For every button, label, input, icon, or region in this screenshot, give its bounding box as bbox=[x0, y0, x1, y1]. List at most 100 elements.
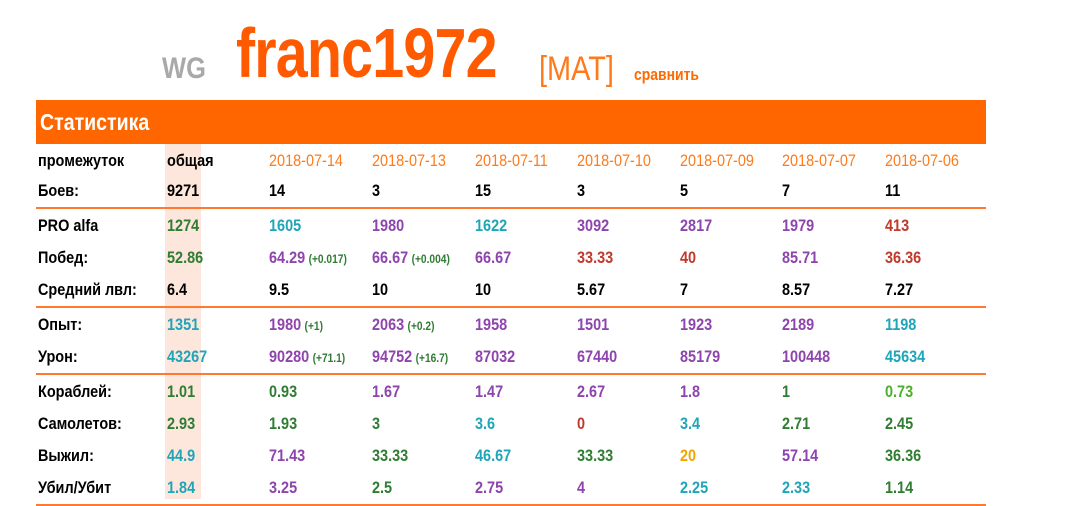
compare-link[interactable]: сравнить bbox=[634, 65, 699, 84]
stat-value: 90280 (+71.1) bbox=[269, 347, 346, 366]
stat-value: 3.25 bbox=[269, 478, 298, 497]
stat-value: 8.57 bbox=[782, 280, 811, 299]
stat-value: 44.9 bbox=[167, 446, 196, 465]
stat-value: 1351 bbox=[167, 315, 200, 334]
stat-row: Опыт: 1351 1980 (+1) 2063 (+0.2) 1958 1501 1923 2… bbox=[36, 312, 986, 338]
stat-value: 1.8 bbox=[680, 382, 701, 401]
stat-value: 1980 (+1) bbox=[269, 315, 323, 334]
stat-value: 45634 bbox=[885, 347, 926, 366]
row-label: Боев: bbox=[38, 181, 79, 200]
section-divider bbox=[36, 306, 986, 308]
column-date: 2018-07-06 bbox=[885, 151, 959, 170]
row-label: PRO alfa bbox=[38, 216, 99, 235]
stat-value: 64.29 (+0.017) bbox=[269, 248, 347, 267]
stat-value: 7.27 bbox=[885, 280, 914, 299]
stat-value: 2.93 bbox=[167, 414, 196, 433]
stat-value: 7 bbox=[680, 280, 689, 299]
stat-row: Самолетов: 2.93 1.93 3 3.6 0 3.4 2.71 2.45 bbox=[36, 411, 986, 437]
stat-row: Убил/Убит 1.84 3.25 2.5 2.75 4 2.25 2.33 1.14 bbox=[36, 475, 986, 501]
stat-value: 2.71 bbox=[782, 414, 811, 433]
stat-value: 33.33 bbox=[372, 446, 409, 465]
row-label: Самолетов: bbox=[38, 414, 122, 433]
column-date: 2018-07-09 bbox=[680, 151, 754, 170]
stat-value: 5.67 bbox=[577, 280, 606, 299]
stat-row: Выжил: 44.9 71.43 33.33 46.67 33.33 20 57.14 36.… bbox=[36, 443, 986, 469]
column-header-row: промежуток общая 2018-07-14 2018-07-13 2018-… bbox=[36, 148, 986, 174]
stat-value: 3 bbox=[372, 414, 381, 433]
stat-value: 1958 bbox=[475, 315, 508, 334]
player-nickname: franc1972 bbox=[236, 14, 498, 92]
stat-value: 1501 bbox=[577, 315, 610, 334]
server-label: WG bbox=[162, 52, 206, 85]
stat-value: 52.86 bbox=[167, 248, 204, 267]
column-date: 2018-07-11 bbox=[475, 151, 548, 170]
stats-title-bar: Статистика bbox=[36, 100, 986, 144]
stat-value: 9.5 bbox=[269, 280, 290, 299]
stat-value: 1622 bbox=[475, 216, 508, 235]
stat-value: 2.25 bbox=[680, 478, 709, 497]
stat-value: 1979 bbox=[782, 216, 815, 235]
stat-value: 85.71 bbox=[782, 248, 819, 267]
stat-value: 1274 bbox=[167, 216, 200, 235]
stat-value: 2.75 bbox=[475, 478, 504, 497]
battles-value: 3 bbox=[372, 181, 381, 200]
column-date: 2018-07-13 bbox=[372, 151, 446, 170]
stat-row: Урон: 43267 90280 (+71.1) 94752 (+16.7) 87032 6… bbox=[36, 344, 986, 370]
stat-value: 4 bbox=[577, 478, 586, 497]
column-date: 2018-07-10 bbox=[577, 151, 651, 170]
stat-value: 66.67 (+0.004) bbox=[372, 248, 450, 267]
stat-delta: (+0.004) bbox=[411, 252, 450, 266]
stat-value: 6.4 bbox=[167, 280, 188, 299]
column-date: 2018-07-07 bbox=[782, 151, 856, 170]
stat-value: 1923 bbox=[680, 315, 713, 334]
row-label: Побед: bbox=[38, 248, 89, 267]
stat-value: 2063 (+0.2) bbox=[372, 315, 435, 334]
stat-value: 94752 (+16.7) bbox=[372, 347, 449, 366]
stat-value: 2.5 bbox=[372, 478, 393, 497]
stat-value: 2.45 bbox=[885, 414, 914, 433]
stat-delta: (+0.2) bbox=[407, 319, 435, 333]
battles-row: Боев: 9271 14 3 15 3 5 7 11 bbox=[36, 178, 986, 204]
stat-value: 71.43 bbox=[269, 446, 306, 465]
stat-value: 2.67 bbox=[577, 382, 606, 401]
stat-value: 1 bbox=[782, 382, 791, 401]
battles-value: 11 bbox=[885, 181, 901, 200]
stats-title: Статистика bbox=[40, 109, 150, 135]
stat-value: 1.84 bbox=[167, 478, 196, 497]
stat-delta: (+16.7) bbox=[415, 351, 449, 365]
section-divider bbox=[36, 207, 986, 209]
stat-value: 1.47 bbox=[475, 382, 504, 401]
stat-value: 10 bbox=[372, 280, 389, 299]
stat-value: 46.67 bbox=[475, 446, 512, 465]
stat-value: 1.14 bbox=[885, 478, 914, 497]
stat-value: 36.36 bbox=[885, 248, 922, 267]
clan-tag[interactable]: [MAT] bbox=[539, 50, 614, 88]
stat-value: 20 bbox=[680, 446, 697, 465]
stat-value: 3.4 bbox=[680, 414, 701, 433]
stat-value: 1198 bbox=[885, 315, 917, 334]
stat-value: 100448 bbox=[782, 347, 831, 366]
stat-value: 87032 bbox=[475, 347, 516, 366]
battles-value: 3 bbox=[577, 181, 586, 200]
stat-value: 66.67 bbox=[475, 248, 512, 267]
stat-value: 1605 bbox=[269, 216, 302, 235]
stat-value: 33.33 bbox=[577, 248, 614, 267]
stat-value: 2189 bbox=[782, 315, 815, 334]
stat-value: 1.67 bbox=[372, 382, 401, 401]
stat-value: 1.01 bbox=[167, 382, 196, 401]
battles-value: 14 bbox=[269, 181, 286, 200]
stat-value: 2.33 bbox=[782, 478, 811, 497]
stat-value: 1.93 bbox=[269, 414, 298, 433]
row-label: Урон: bbox=[38, 347, 78, 366]
stat-row: Средний лвл: 6.4 9.5 10 10 5.67 7 8.57 7.27 bbox=[36, 277, 986, 303]
total-column-highlight bbox=[165, 144, 201, 499]
stat-value: 40 bbox=[680, 248, 697, 267]
stat-value: 0.93 bbox=[269, 382, 298, 401]
stat-value: 413 bbox=[885, 216, 910, 235]
stat-value: 57.14 bbox=[782, 446, 819, 465]
stat-value: 43267 bbox=[167, 347, 208, 366]
section-divider bbox=[36, 373, 986, 375]
row-label: Средний лвл: bbox=[38, 280, 137, 299]
stat-value: 2817 bbox=[680, 216, 713, 235]
stat-row: Кораблей: 1.01 0.93 1.67 1.47 2.67 1.8 1 0.73 bbox=[36, 379, 986, 405]
